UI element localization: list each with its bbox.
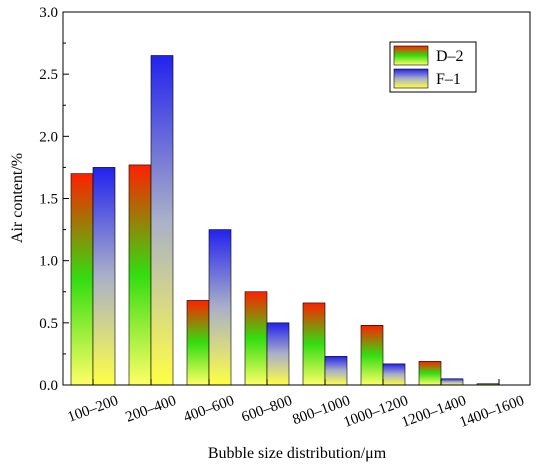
legend-swatch-f1 [393,68,429,89]
bar-F-1-600-800 [266,322,290,386]
bar-F-1-400-600 [208,229,232,386]
bar-F-1-1000-1200 [382,363,406,386]
x-axis: 100–200 200–400 400–600 600–800800–10001000… [66,379,526,431]
y-axis: 0.0 0.5 1.0 1.5 2.0 2.5 3.0 [39,5,69,394]
bar-F-1-100-200 [92,167,116,386]
bars-group [70,55,500,386]
bar-D-2-200-400 [128,164,152,386]
y-axis-label: Air content/% [9,153,26,243]
x-tick-label-1200-1400: 1200–1400 [399,393,468,431]
x-tick-label-200-400: 200–400 [124,393,179,426]
bar-F-1-200-400 [150,55,174,386]
bar-D-2-1000-1200 [360,325,384,386]
y-tick-label: 3.0 [39,5,58,21]
x-tick-label-100-200: 100–200 [66,393,121,426]
y-tick-label: 2.0 [39,129,58,145]
y-tick-label: 2.5 [39,67,58,83]
x-tick-label-1000-1200: 1000–1200 [341,393,410,431]
bar-F-1-1200-1400 [440,378,464,386]
bar-F-1-800-1000 [324,356,348,386]
legend-label-d2: D–2 [436,48,464,65]
x-tick-label-600-800: 600–800 [240,393,295,426]
x-axis-label: Bubble size distribution/μm [208,445,387,462]
y-tick-label: 1.0 [39,254,58,270]
y-tick-label: 0.5 [39,316,58,332]
legend: D–2 F–1 [389,41,477,93]
bar-D-2-100-200 [70,173,94,386]
y-tick-label: 1.5 [39,192,58,208]
legend-label-f1: F–1 [436,71,461,88]
x-tick-label-400-600: 400–600 [182,393,237,426]
bar-D-2-400-600 [186,300,210,386]
bar-D-2-1200-1400 [418,361,442,386]
legend-swatch-d2 [393,45,429,66]
x-tick-label-1400-1600: 1400–1600 [457,393,526,431]
bar-D-2-600-800 [244,291,268,386]
bar-D-2-800-1000 [302,302,326,386]
y-tick-label: 0.0 [39,378,58,394]
